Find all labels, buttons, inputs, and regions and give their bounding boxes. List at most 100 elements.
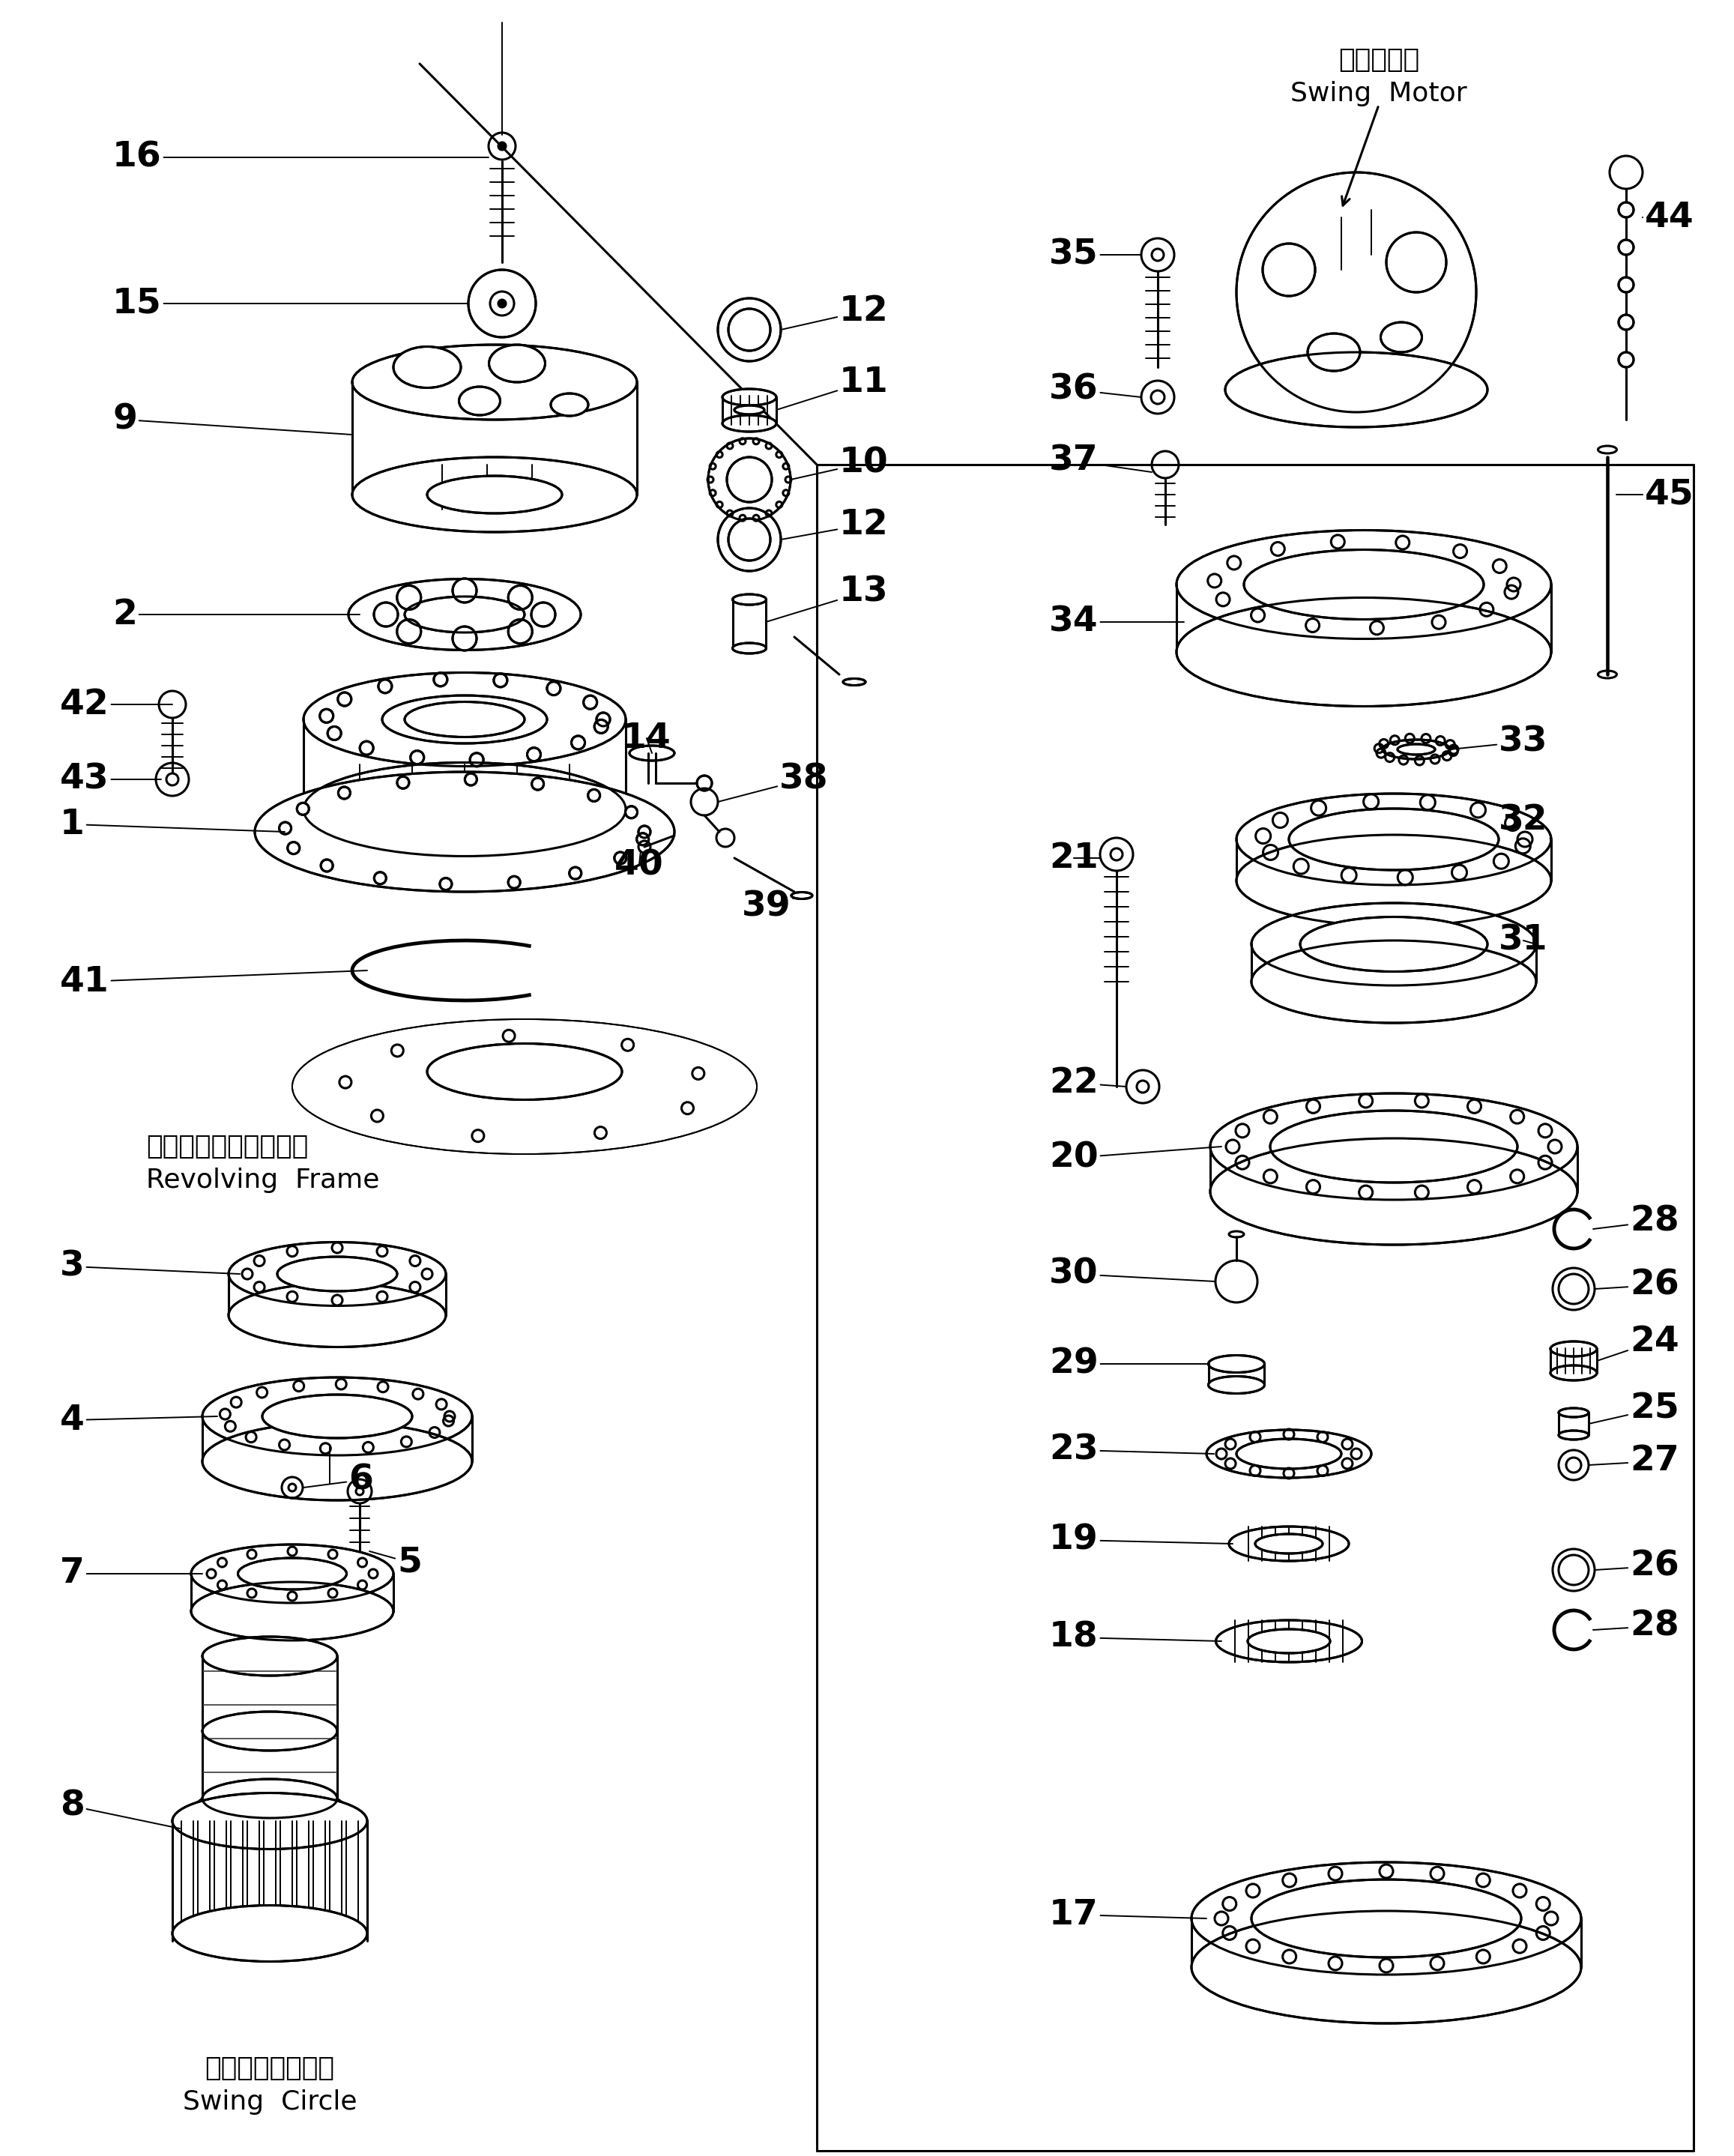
- Circle shape: [453, 578, 477, 602]
- Text: Revolving  Frame: Revolving Frame: [146, 1169, 380, 1192]
- Ellipse shape: [404, 703, 525, 737]
- Ellipse shape: [1255, 1535, 1323, 1554]
- Text: 29: 29: [1049, 1348, 1209, 1380]
- Circle shape: [411, 750, 423, 763]
- Circle shape: [375, 602, 397, 627]
- Ellipse shape: [1176, 530, 1552, 638]
- Text: 31: 31: [1498, 923, 1548, 957]
- Text: 28: 28: [1594, 1608, 1679, 1643]
- Text: 41: 41: [61, 966, 368, 998]
- Circle shape: [434, 673, 447, 686]
- Ellipse shape: [1398, 744, 1436, 755]
- Ellipse shape: [460, 386, 499, 416]
- Ellipse shape: [255, 772, 675, 893]
- Circle shape: [508, 875, 520, 888]
- Text: 26: 26: [1595, 1268, 1679, 1302]
- Ellipse shape: [1559, 1408, 1588, 1416]
- Circle shape: [595, 720, 609, 733]
- Ellipse shape: [262, 1395, 413, 1438]
- Text: 36: 36: [1049, 373, 1141, 407]
- Ellipse shape: [203, 1378, 472, 1455]
- Text: 30: 30: [1049, 1257, 1216, 1291]
- Text: 44: 44: [1642, 201, 1694, 235]
- Ellipse shape: [191, 1544, 394, 1602]
- Circle shape: [728, 520, 770, 561]
- Ellipse shape: [1382, 740, 1450, 759]
- Ellipse shape: [1236, 834, 1552, 927]
- Text: 8: 8: [61, 1789, 180, 1828]
- Ellipse shape: [277, 1257, 397, 1291]
- Text: 40: 40: [614, 849, 664, 882]
- Ellipse shape: [203, 1423, 472, 1501]
- Text: 26: 26: [1595, 1550, 1679, 1583]
- Ellipse shape: [1236, 1438, 1342, 1468]
- Circle shape: [1618, 315, 1633, 330]
- Text: 17: 17: [1049, 1897, 1207, 1932]
- Text: 10: 10: [791, 446, 888, 481]
- Ellipse shape: [303, 763, 626, 856]
- Ellipse shape: [697, 776, 713, 791]
- Circle shape: [338, 692, 352, 705]
- Circle shape: [527, 748, 541, 761]
- Ellipse shape: [293, 1020, 756, 1153]
- Text: 7: 7: [61, 1557, 203, 1591]
- Text: Swing  Circle: Swing Circle: [182, 2089, 357, 2115]
- Circle shape: [465, 774, 477, 785]
- Circle shape: [397, 776, 409, 789]
- Ellipse shape: [843, 679, 865, 686]
- Ellipse shape: [1236, 793, 1552, 884]
- Circle shape: [531, 602, 555, 627]
- Ellipse shape: [349, 580, 581, 651]
- Circle shape: [1385, 233, 1446, 293]
- Circle shape: [319, 709, 333, 722]
- Ellipse shape: [1176, 597, 1552, 707]
- Ellipse shape: [1243, 550, 1484, 619]
- Circle shape: [1618, 351, 1633, 367]
- Ellipse shape: [191, 1583, 394, 1641]
- Text: 6: 6: [303, 1464, 373, 1496]
- Circle shape: [397, 619, 421, 642]
- Circle shape: [375, 873, 387, 884]
- Text: 23: 23: [1049, 1434, 1214, 1466]
- Ellipse shape: [1269, 1110, 1517, 1181]
- Ellipse shape: [1248, 1630, 1330, 1654]
- Ellipse shape: [1252, 1880, 1521, 1958]
- Circle shape: [727, 457, 772, 502]
- Text: 28: 28: [1594, 1205, 1679, 1238]
- Circle shape: [453, 627, 477, 651]
- Ellipse shape: [203, 1779, 336, 1818]
- Circle shape: [626, 806, 638, 817]
- Ellipse shape: [394, 347, 461, 388]
- Ellipse shape: [352, 457, 636, 533]
- Circle shape: [546, 681, 560, 694]
- Text: レボルビングフレーム: レボルビングフレーム: [146, 1134, 309, 1160]
- Ellipse shape: [352, 345, 636, 420]
- Text: 32: 32: [1498, 804, 1552, 839]
- Ellipse shape: [229, 1283, 446, 1348]
- Ellipse shape: [489, 345, 544, 382]
- Ellipse shape: [1252, 903, 1536, 985]
- Text: 2: 2: [113, 597, 359, 632]
- Text: 15: 15: [113, 287, 468, 321]
- Ellipse shape: [172, 1794, 368, 1850]
- Ellipse shape: [723, 416, 777, 431]
- Text: 27: 27: [1588, 1445, 1679, 1479]
- Text: 12: 12: [780, 293, 888, 330]
- Ellipse shape: [1191, 1863, 1581, 1975]
- Circle shape: [572, 735, 584, 750]
- Ellipse shape: [1252, 940, 1536, 1022]
- Circle shape: [718, 298, 780, 362]
- Text: 45: 45: [1616, 479, 1694, 511]
- Circle shape: [1262, 244, 1314, 295]
- Ellipse shape: [1380, 321, 1422, 351]
- Circle shape: [498, 142, 506, 151]
- Ellipse shape: [1216, 1619, 1361, 1662]
- Ellipse shape: [229, 1242, 446, 1307]
- Text: 5: 5: [369, 1546, 421, 1580]
- Ellipse shape: [1307, 334, 1359, 371]
- Circle shape: [328, 727, 342, 740]
- Circle shape: [1236, 172, 1476, 412]
- Ellipse shape: [381, 696, 546, 744]
- Ellipse shape: [427, 476, 562, 513]
- Text: 25: 25: [1588, 1393, 1679, 1425]
